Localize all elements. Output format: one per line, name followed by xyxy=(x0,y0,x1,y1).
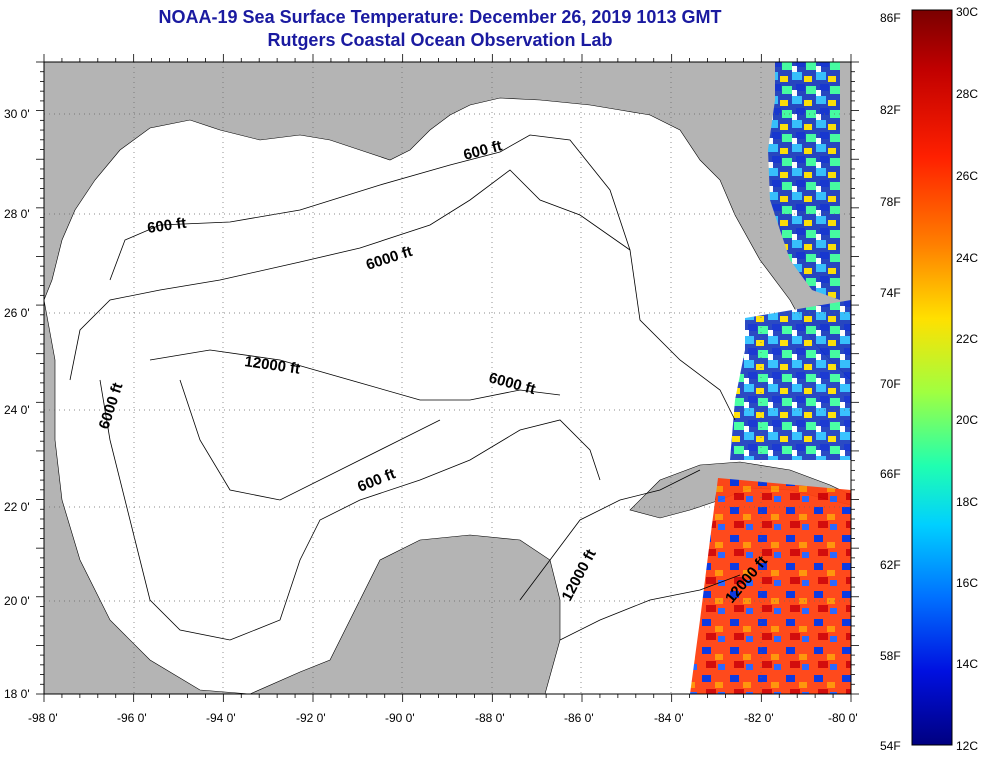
colorbar-f-86: 86F xyxy=(880,11,901,25)
colorbar-c-16: 16C xyxy=(956,576,978,590)
sst-swath-keys xyxy=(730,300,851,460)
colorbar-c-28: 28C xyxy=(956,87,978,101)
lon-label-82: -82 0' xyxy=(744,711,774,725)
lon-label-86: -86 0' xyxy=(564,711,594,725)
lat-label-30: 30 0' xyxy=(4,107,30,121)
colorbar-f-78: 78F xyxy=(880,195,901,209)
lon-label-98: -98 0' xyxy=(28,711,58,725)
colorbar-c-26: 26C xyxy=(956,169,978,183)
colorbar-c-20: 20C xyxy=(956,413,978,427)
land-us-coast xyxy=(43,61,852,381)
colorbar-f-74: 74F xyxy=(880,286,901,300)
lon-label-84: -84 0' xyxy=(654,711,684,725)
colorbar-f-82: 82F xyxy=(880,103,901,117)
sst-swath-caribbean xyxy=(690,478,851,694)
colorbar-c-22: 22C xyxy=(956,332,978,346)
colorbar-f-70: 70F xyxy=(880,377,901,391)
lon-label-88: -88 0' xyxy=(475,711,505,725)
lat-label-28: 28 0' xyxy=(4,207,30,221)
colorbar-f-66: 66F xyxy=(880,467,901,481)
lon-label-96: -96 0' xyxy=(117,711,147,725)
lon-label-94: -94 0' xyxy=(206,711,236,725)
colorbar-c-14: 14C xyxy=(956,657,978,671)
land-yucatan xyxy=(249,534,561,695)
colorbar-f-62: 62F xyxy=(880,558,901,572)
colorbar-f-54: 54F xyxy=(880,739,901,753)
lat-label-26: 26 0' xyxy=(4,306,30,320)
colorbar-c-24: 24C xyxy=(956,251,978,265)
colorbar-c-18: 18C xyxy=(956,495,978,509)
colorbar-c-30: 30C xyxy=(956,5,978,19)
lat-label-22: 22 0' xyxy=(4,500,30,514)
lon-label-90: -90 0' xyxy=(385,711,415,725)
lon-label-92: -92 0' xyxy=(296,711,326,725)
lon-label-80: -80 0' xyxy=(828,711,858,725)
map-title: NOAA-19 Sea Surface Temperature: Decembe… xyxy=(158,7,722,27)
map-subtitle: Rutgers Coastal Ocean Observation Lab xyxy=(267,30,613,50)
lat-label-18: 18 0' xyxy=(4,687,30,701)
colorbar-f-58: 58F xyxy=(880,649,901,663)
lat-label-24: 24 0' xyxy=(4,403,30,417)
contour-label-600ft-west: 600 ft xyxy=(146,215,187,237)
lat-label-20: 20 0' xyxy=(4,594,30,608)
colorbar-c-12: 12C xyxy=(956,739,978,753)
sst-swath-florida xyxy=(768,62,840,300)
colorbar xyxy=(911,9,953,746)
